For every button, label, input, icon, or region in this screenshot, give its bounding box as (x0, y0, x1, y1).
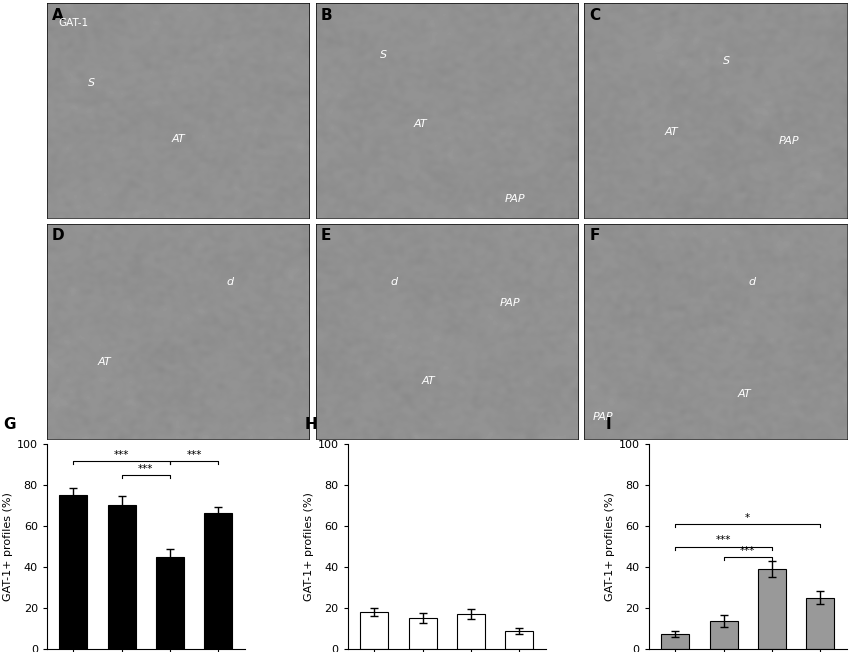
Text: AT: AT (738, 389, 751, 399)
Text: G: G (3, 417, 16, 432)
Bar (60, 496, 88, 649)
Text: ***: *** (716, 535, 731, 546)
Text: *: * (745, 513, 751, 523)
Text: F: F (590, 228, 600, 243)
Bar (505, 631, 534, 649)
Bar (204, 512, 232, 649)
Bar (457, 614, 485, 649)
Text: PAP: PAP (500, 299, 520, 308)
Text: E: E (321, 228, 331, 243)
Text: H: H (304, 417, 317, 432)
Text: I: I (605, 417, 611, 432)
Y-axis label: GAT-1+ profiles (%): GAT-1+ profiles (%) (604, 492, 614, 601)
Text: S: S (722, 56, 729, 67)
Bar (710, 621, 738, 649)
Bar (758, 569, 785, 649)
Text: GAT-1: GAT-1 (58, 18, 89, 27)
Text: PAP: PAP (505, 194, 525, 204)
Text: d: d (227, 277, 234, 287)
Bar (806, 598, 834, 649)
Text: d: d (749, 277, 756, 287)
Text: AT: AT (98, 357, 111, 366)
Y-axis label: GAT-1+ profiles (%): GAT-1+ profiles (%) (304, 492, 313, 601)
Text: PAP: PAP (592, 413, 613, 422)
Bar (408, 618, 437, 649)
Text: AT: AT (414, 119, 427, 129)
Bar (661, 634, 689, 649)
Text: S: S (88, 78, 95, 88)
Text: ***: *** (740, 546, 756, 556)
Text: ***: *** (138, 464, 153, 474)
Text: AT: AT (665, 127, 678, 138)
Bar (108, 505, 135, 649)
Text: S: S (380, 50, 387, 60)
Bar (156, 557, 184, 649)
Text: PAP: PAP (779, 136, 799, 146)
Text: AT: AT (171, 134, 185, 144)
Text: ***: *** (186, 450, 202, 460)
Y-axis label: GAT-1+ profiles (%): GAT-1+ profiles (%) (3, 492, 13, 601)
Text: ***: *** (114, 450, 129, 460)
Bar (360, 612, 388, 649)
Text: B: B (321, 8, 333, 23)
Text: AT: AT (421, 376, 435, 386)
Text: D: D (52, 228, 65, 243)
Text: A: A (52, 8, 64, 23)
Text: C: C (590, 8, 601, 23)
Text: d: d (391, 277, 398, 287)
